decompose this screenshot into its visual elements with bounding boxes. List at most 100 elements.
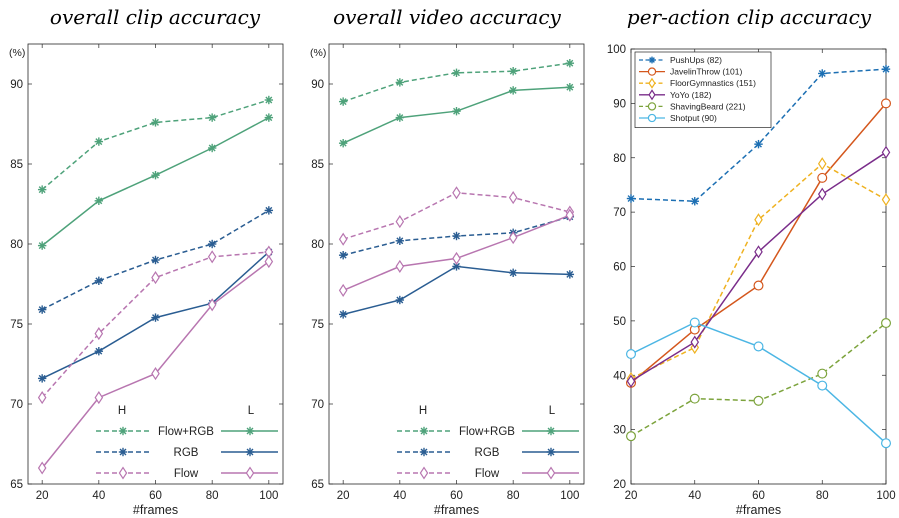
data-point xyxy=(207,250,217,264)
series-rgb-l xyxy=(37,247,274,383)
y-tick-label: 20 xyxy=(613,479,626,491)
series-javelinthrow-101 xyxy=(625,98,892,388)
series-shavingbeard-221 xyxy=(625,318,892,442)
data-point xyxy=(395,215,405,229)
x-tick-label: 40 xyxy=(393,490,406,502)
legend-label: RGB xyxy=(174,447,199,459)
y-tick-label: 75 xyxy=(10,319,23,331)
data-point xyxy=(626,374,636,388)
data-point xyxy=(37,391,47,405)
data-point xyxy=(754,245,763,259)
legend-marker xyxy=(647,113,657,123)
chart-title: per-action clip accuracy xyxy=(627,5,872,29)
legend-row-rgb: RGB xyxy=(397,447,579,459)
legend-row-javelinthrow-101: JavelinThrow (101) xyxy=(639,67,742,77)
legend-header-l: L xyxy=(549,405,556,417)
data-point xyxy=(565,83,575,92)
series-line xyxy=(342,265,570,316)
data-point xyxy=(753,280,764,291)
series-line xyxy=(342,62,570,103)
data-point xyxy=(508,268,518,277)
data-point xyxy=(817,157,827,171)
data-point xyxy=(151,255,160,265)
legend-marker-l xyxy=(546,466,556,480)
data-point xyxy=(817,187,827,201)
data-point xyxy=(264,113,274,122)
y-tick-label: 80 xyxy=(10,239,23,251)
data-point xyxy=(565,59,575,68)
panel-video-accuracy: overall video accuracy 65 70 75 80 85 90 20 40 60… xyxy=(310,5,585,517)
data-point xyxy=(690,335,700,349)
series-line xyxy=(41,116,270,247)
data-point xyxy=(625,349,637,360)
legend: H L Flow+RGB RGB Flow xyxy=(397,405,579,480)
legend-marker xyxy=(648,77,656,89)
data-point xyxy=(880,98,892,109)
series-yoyo-182 xyxy=(626,145,891,388)
data-point xyxy=(151,367,160,381)
data-point xyxy=(207,239,217,249)
legend-marker-l xyxy=(245,426,255,436)
data-point xyxy=(37,461,47,475)
series-flow-rgb-l xyxy=(37,113,274,250)
data-point xyxy=(151,313,160,322)
data-point xyxy=(264,206,274,215)
x-tick-label: 20 xyxy=(337,490,350,502)
legend-marker-h xyxy=(419,426,429,436)
data-point xyxy=(207,113,217,122)
y-tick-label: 80 xyxy=(311,239,324,251)
chart-title: overall video accuracy xyxy=(333,5,561,29)
data-point xyxy=(37,185,47,194)
x-axis-label: #frames xyxy=(133,503,178,517)
data-point xyxy=(753,395,764,406)
x-tick-label: 60 xyxy=(752,490,765,502)
legend-header-h: H xyxy=(118,405,126,417)
y-tick-label: 75 xyxy=(311,319,324,331)
data-point xyxy=(452,251,461,265)
series-line xyxy=(41,99,270,191)
legend-row-flow-rgb: Flow+RGB xyxy=(397,426,579,438)
x-tick-label: 100 xyxy=(560,490,579,502)
data-point xyxy=(689,317,700,328)
data-point xyxy=(207,143,217,153)
legend-label: Flow xyxy=(475,468,500,480)
data-point xyxy=(37,241,47,250)
series-rgb-l xyxy=(338,262,575,319)
data-point xyxy=(395,113,405,122)
y-tick-label: 40 xyxy=(613,370,626,382)
data-point xyxy=(395,295,405,305)
chart-title: overall clip accuracy xyxy=(50,5,261,29)
legend-row-shavingbeard-221: ShavingBeard (221) xyxy=(639,101,746,111)
x-tick-label: 100 xyxy=(876,490,895,502)
x-tick-label: 20 xyxy=(625,490,638,502)
data-point xyxy=(817,380,828,391)
data-point xyxy=(94,276,104,285)
data-point xyxy=(817,368,828,379)
legend-label: ShavingBeard (221) xyxy=(670,101,746,111)
data-point xyxy=(508,191,518,205)
legend-row-rgb: RGB xyxy=(96,447,278,459)
x-axis-label: #frames xyxy=(736,503,781,517)
data-point xyxy=(565,208,575,222)
x-tick-label: 20 xyxy=(36,490,49,502)
series-flow-h xyxy=(37,245,274,405)
data-point xyxy=(94,391,104,405)
data-point xyxy=(264,95,274,105)
data-point xyxy=(264,255,274,269)
series-line xyxy=(630,321,887,444)
data-point xyxy=(395,78,405,87)
y-tick-label: 100 xyxy=(607,44,626,56)
x-tick-label: 100 xyxy=(259,490,278,502)
data-point xyxy=(338,283,348,297)
y-tick-label: 50 xyxy=(613,316,626,328)
data-point xyxy=(508,67,518,76)
series-flow-rgb-l xyxy=(338,83,575,148)
series-line xyxy=(41,251,269,399)
legend: PushUps (82) JavelinThrow (101)FloorGymna… xyxy=(634,51,772,128)
legend-box xyxy=(634,51,772,128)
x-tick-label: 40 xyxy=(92,490,105,502)
y-tick-label: 65 xyxy=(10,479,23,491)
series-line xyxy=(630,322,887,437)
y-tick-label: 70 xyxy=(10,399,23,411)
x-tick-label: 40 xyxy=(688,490,701,502)
